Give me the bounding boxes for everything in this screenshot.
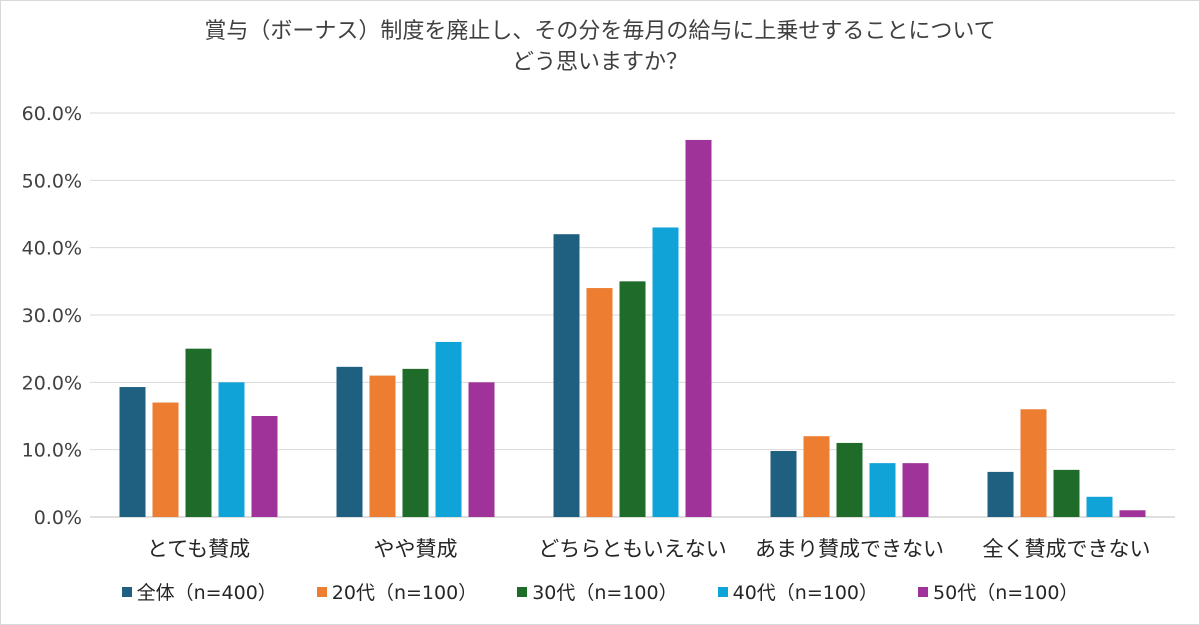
bar <box>1020 409 1047 517</box>
bar <box>770 451 797 517</box>
legend-item-50s: 50代（n=100） <box>918 578 1078 605</box>
bar <box>869 463 896 517</box>
legend-item-20s: 20代（n=100） <box>316 578 478 605</box>
x-tick-label: あまり賛成できない <box>755 537 944 561</box>
legend-label-all: 全体（n=400） <box>136 582 277 604</box>
bar <box>619 281 646 517</box>
chart-title-line-2: どう思いますか？ <box>511 50 688 75</box>
bar <box>218 382 245 517</box>
y-tick-label: 20.0% <box>22 372 82 394</box>
chart-title: 賞与（ボーナス）制度を廃止し、その分を毎月の給与に上乗せすることについて どう思… <box>0 16 1200 78</box>
bar <box>251 416 278 517</box>
x-tick-label: とても賛成 <box>147 537 250 561</box>
bar <box>402 368 429 517</box>
bar <box>336 366 363 517</box>
chart-title-line-1: 賞与（ボーナス）制度を廃止し、その分を毎月の給与に上乗せすることについて <box>204 19 996 44</box>
bar <box>369 375 396 517</box>
bar <box>685 139 712 517</box>
bar <box>119 387 146 517</box>
legend-swatch-30s <box>517 586 528 597</box>
legend-item-30s: 30代（n=100） <box>517 578 678 605</box>
bar <box>1086 496 1113 517</box>
y-tick-label: 10.0% <box>22 440 82 462</box>
legend-swatch-50s <box>918 586 929 597</box>
bar <box>652 227 679 517</box>
x-tick-label: 全く賛成できない <box>983 537 1151 561</box>
bar <box>152 402 179 517</box>
y-tick-label: 60.0% <box>22 103 82 125</box>
legend-label-20s: 20代（n=100） <box>331 582 478 604</box>
bar <box>1053 469 1080 517</box>
y-tick-label: 0.0% <box>34 507 82 529</box>
bar <box>987 471 1014 517</box>
bar <box>586 288 613 517</box>
legend-swatch-all <box>121 586 132 597</box>
legend: 全体（n=400） 20代（n=100） 30代（n=100） 40代（n=10… <box>0 578 1200 605</box>
y-tick-label: 40.0% <box>22 238 82 260</box>
bar <box>553 234 580 517</box>
bar <box>435 341 462 517</box>
legend-item-40s: 40代（n=100） <box>717 578 879 605</box>
bar <box>468 382 495 517</box>
y-tick-label: 50.0% <box>22 170 82 192</box>
legend-label-40s: 40代（n=100） <box>732 582 879 604</box>
legend-swatch-40s <box>717 586 728 597</box>
x-tick-label: やや賛成 <box>374 537 458 561</box>
x-tick-label: どちらともいえない <box>538 537 727 561</box>
legend-swatch-20s <box>316 586 327 597</box>
bar <box>1119 510 1146 517</box>
y-tick-label: 30.0% <box>22 305 82 327</box>
legend-label-50s: 50代（n=100） <box>933 582 1079 604</box>
legend-label-30s: 30代（n=100） <box>532 582 678 604</box>
legend-item-all: 全体（n=400） <box>121 578 277 605</box>
bar <box>902 463 929 517</box>
bar <box>803 436 830 517</box>
bar <box>836 442 863 517</box>
bar <box>185 348 212 517</box>
